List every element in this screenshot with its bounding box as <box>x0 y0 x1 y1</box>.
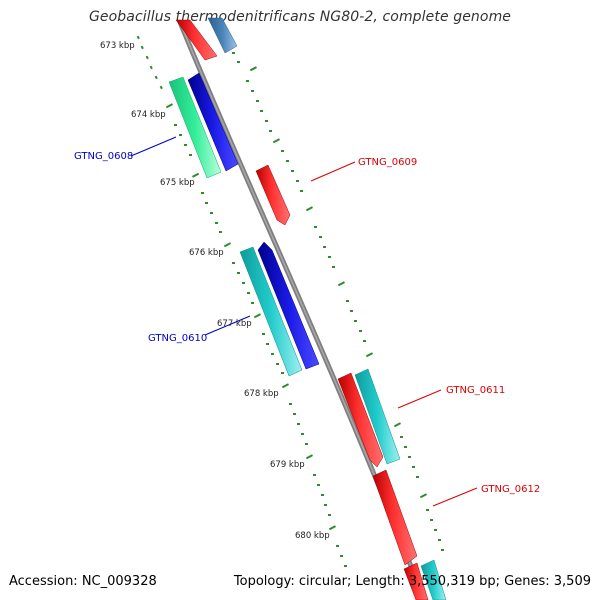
ruler-label-678: 678 kbp <box>244 389 279 399</box>
ruler-label-679: 679 kbp <box>270 460 305 470</box>
ruler-label-680: 680 kbp <box>295 531 330 541</box>
leader-line-0610 <box>204 315 251 336</box>
feature-red-0612 <box>372 469 418 566</box>
accession-text: Accession: NC_009328 <box>9 574 157 589</box>
feature-cyan-0611 <box>354 368 401 465</box>
ruler-inner-ticks <box>136 35 347 567</box>
gene-label-gtng-0610[interactable]: GTNG_0610 <box>148 333 207 344</box>
leader-line-0608 <box>130 136 177 157</box>
leader-line-0611 <box>397 389 442 409</box>
ruler-label-674: 674 kbp <box>131 110 166 120</box>
ruler-label-677: 677 kbp <box>217 319 252 329</box>
leader-line-0612 <box>432 487 478 507</box>
feature-red-0609 <box>255 164 291 226</box>
feature-bottom-red <box>403 562 429 600</box>
gene-label-gtng-0608[interactable]: GTNG_0608 <box>74 151 133 162</box>
genome-summary-text: Topology: circular; Length: 3,550,319 bp… <box>233 574 591 589</box>
feature-blue-0608 <box>187 72 239 172</box>
gene-label-gtng-0611[interactable]: GTNG_0611 <box>446 385 505 396</box>
ruler-label-675: 675 kbp <box>160 178 195 188</box>
feature-bottom-cyan <box>420 559 447 600</box>
leader-line-0609 <box>310 161 356 182</box>
feature-blue-0610 <box>257 241 320 370</box>
gene-label-gtng-0609[interactable]: GTNG_0609 <box>358 157 417 168</box>
ruler-label-673: 673 kbp <box>100 41 135 51</box>
feature-green-0608 <box>168 76 222 179</box>
feature-cyan-0610 <box>239 246 303 377</box>
ruler-outer-ticks <box>232 52 444 551</box>
feature-top-red <box>175 19 218 61</box>
feature-red-0611 <box>337 372 384 468</box>
ruler-label-676: 676 kbp <box>189 248 224 258</box>
gene-label-gtng-0612[interactable]: GTNG_0612 <box>481 484 540 495</box>
genome-title: Geobacillus thermodenitrificans NG80-2, … <box>88 9 512 25</box>
feature-top-steel <box>207 17 238 54</box>
